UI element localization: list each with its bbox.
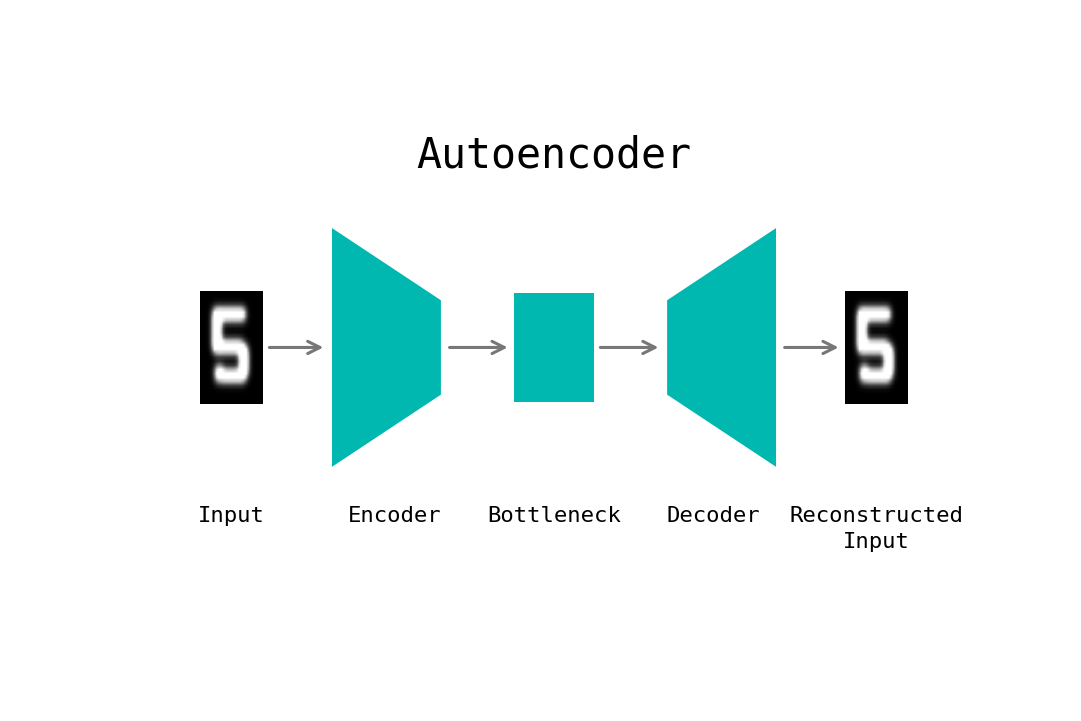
Bar	[200, 291, 263, 404]
Polygon shape	[332, 228, 441, 466]
Text: Reconstructed
Input: Reconstructed Input	[789, 505, 963, 552]
Text: Input: Input	[198, 505, 265, 526]
Polygon shape	[667, 228, 776, 466]
Text: Decoder: Decoder	[666, 505, 760, 526]
Text: Autoencoder: Autoencoder	[416, 135, 692, 177]
Text: Encoder: Encoder	[348, 505, 442, 526]
Bar	[515, 293, 593, 402]
Bar	[845, 291, 908, 404]
Text: Bottleneck: Bottleneck	[488, 505, 620, 526]
